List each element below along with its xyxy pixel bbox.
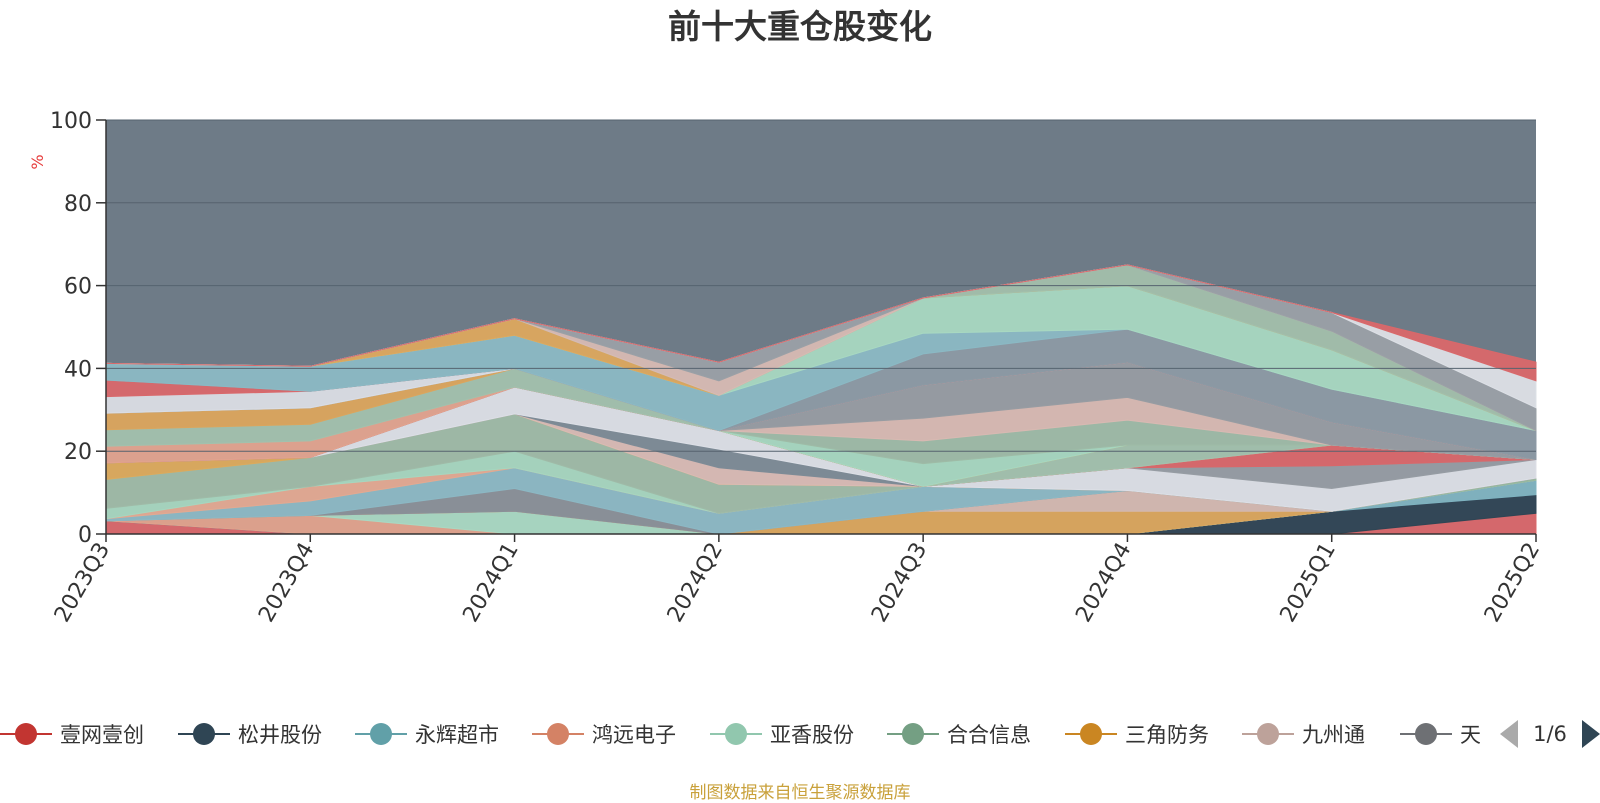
x-tick-label: 2025Q2 — [1480, 539, 1545, 627]
triangle-right-icon[interactable] — [1582, 720, 1600, 748]
legend-marker — [547, 723, 569, 745]
y-tick-label: 100 — [50, 109, 92, 134]
legend-marker — [1257, 723, 1279, 745]
x-tick-label: 2023Q3 — [50, 539, 115, 627]
y-tick-label: 40 — [64, 357, 92, 382]
legend-label: 天铁 — [1460, 723, 1502, 747]
legend-label: 永辉超市 — [415, 723, 499, 747]
legend-label: 壹网壹创 — [60, 723, 144, 747]
legend-marker — [15, 723, 37, 745]
legend-marker — [725, 723, 747, 745]
legend-item[interactable]: 三角防务 — [1065, 723, 1209, 747]
legend-marker — [193, 723, 215, 745]
legend-marker — [902, 723, 924, 745]
x-tick-label: 2024Q1 — [458, 539, 523, 627]
legend-label: 三角防务 — [1125, 723, 1209, 747]
y-tick-label: 80 — [64, 192, 92, 217]
y-tick-label: 0 — [78, 523, 92, 548]
series-area-series-37 — [105, 264, 1537, 382]
plot-area: 0 20 40 60 80 100 2023Q3 2023Q4 2024Q1 2024Q2 2024… — [50, 109, 1545, 627]
legend: 壹网壹创 松井股份 永辉超市 鸿远电子 亚香股份 合合信息 三角防务 九州通 天铁 1/6 — [0, 720, 1600, 748]
legend-marker — [1415, 723, 1437, 745]
legend-label: 鸿远电子 — [592, 723, 676, 747]
legend-item[interactable]: 壹网壹创 — [0, 723, 144, 747]
legend-label: 松井股份 — [238, 723, 322, 747]
legend-items: 壹网壹创 松井股份 永辉超市 鸿远电子 亚香股份 合合信息 三角防务 九州通 天铁 — [0, 723, 1502, 747]
x-tick-label: 2024Q3 — [867, 539, 932, 627]
data-source-note: 制图数据来自恒生聚源数据库 — [689, 783, 911, 803]
legend-page-indicator: 1/6 — [1533, 722, 1567, 746]
legend-item[interactable]: 鸿远电子 — [532, 723, 676, 747]
legend-item[interactable]: 合合信息 — [887, 723, 1031, 747]
y-tick-label: 20 — [64, 440, 92, 465]
legend-item[interactable]: 永辉超市 — [355, 723, 499, 747]
legend-label: 九州通 — [1302, 723, 1365, 747]
legend-label: 亚香股份 — [770, 723, 854, 747]
y-axis-unit: % — [28, 154, 47, 169]
legend-item[interactable]: 天铁 — [1400, 723, 1502, 747]
triangle-left-icon[interactable] — [1500, 720, 1518, 748]
legend-marker — [370, 723, 392, 745]
legend-item[interactable]: 九州通 — [1242, 723, 1365, 747]
x-tick-label: 2024Q4 — [1071, 539, 1136, 627]
legend-item[interactable]: 亚香股份 — [710, 723, 854, 747]
legend-label: 合合信息 — [947, 723, 1031, 747]
legend-item[interactable]: 松井股份 — [178, 723, 322, 747]
legend-marker — [1080, 723, 1102, 745]
x-tick-label: 2023Q4 — [254, 539, 319, 627]
x-tick-label: 2025Q1 — [1276, 539, 1341, 627]
chart-title: 前十大重仓股变化 — [668, 7, 932, 46]
x-tick-label: 2024Q2 — [663, 539, 728, 627]
y-tick-label: 60 — [64, 275, 92, 300]
